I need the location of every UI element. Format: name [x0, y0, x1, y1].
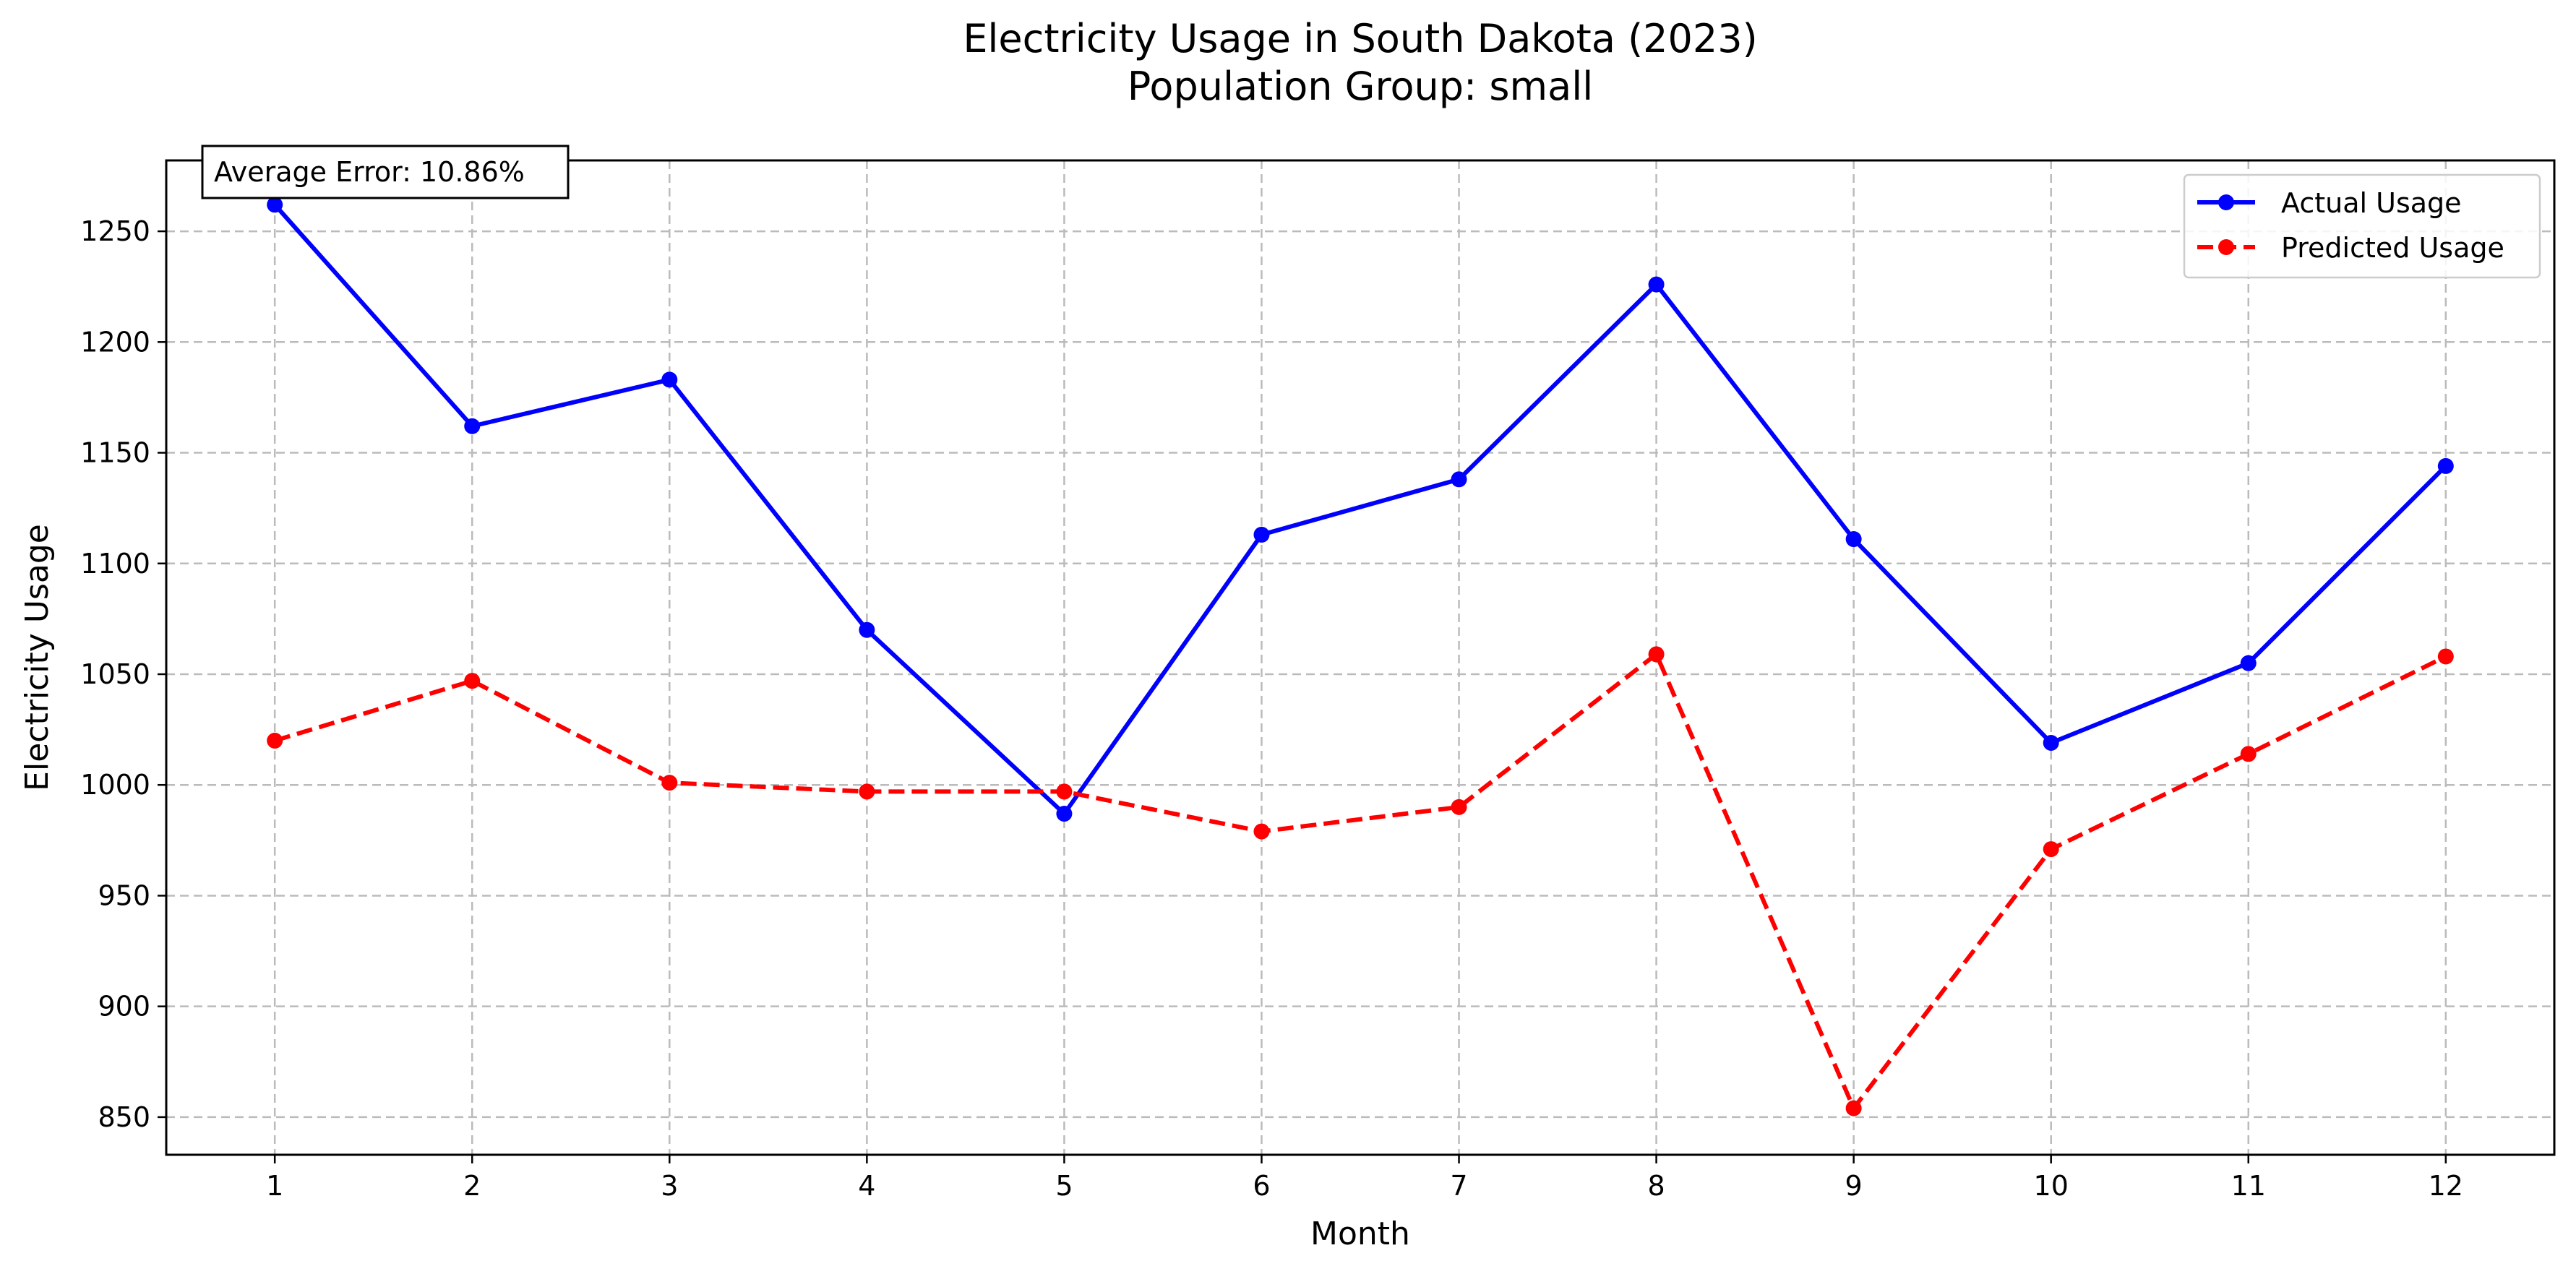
x-tick-label: 11 — [2231, 1170, 2266, 1202]
legend-marker-actual-usage — [2218, 194, 2234, 210]
x-tick-label: 2 — [463, 1170, 481, 1202]
series-layer — [267, 197, 2454, 1116]
y-tick-label: 1150 — [80, 437, 150, 469]
x-tick-label: 7 — [1450, 1170, 1467, 1202]
data-point-actual-usage — [2043, 734, 2059, 751]
legend: Actual Usage Predicted Usage — [2183, 173, 2541, 279]
data-point-predicted-usage — [2043, 841, 2059, 858]
data-point-predicted-usage — [1253, 823, 1270, 840]
annotation-box: Average Error: 10.86% — [201, 145, 570, 199]
y-tick-label: 850 — [98, 1101, 150, 1133]
data-point-actual-usage — [2240, 655, 2257, 671]
y-tick-label: 1050 — [80, 658, 150, 690]
data-point-predicted-usage — [267, 732, 283, 749]
legend-label-predicted-usage: Predicted Usage — [2281, 232, 2504, 264]
x-tick-label: 12 — [2429, 1170, 2463, 1202]
series-actual-usage — [267, 197, 2454, 822]
data-point-predicted-usage — [464, 673, 481, 689]
legend-frame — [2183, 173, 2541, 279]
data-point-predicted-usage — [661, 775, 678, 791]
x-axis-ticks: 1 2 3 4 5 6 7 8 9 10 11 12 — [266, 1155, 2463, 1202]
series-predicted-usage — [267, 646, 2454, 1116]
data-point-actual-usage — [464, 418, 481, 434]
x-tick-label: 1 — [266, 1170, 283, 1202]
average-error-annotation: Average Error: 10.86% — [214, 156, 525, 188]
x-tick-label: 5 — [1055, 1170, 1073, 1202]
data-point-predicted-usage — [2437, 648, 2454, 665]
y-tick-label: 1250 — [80, 215, 150, 247]
x-tick-label: 9 — [1845, 1170, 1863, 1202]
x-tick-label: 3 — [661, 1170, 678, 1202]
y-axis-ticks: 850 900 950 1000 1050 1100 1150 1200 1250 — [80, 215, 166, 1133]
data-point-predicted-usage — [2240, 746, 2257, 762]
x-tick-label: 4 — [858, 1170, 875, 1202]
x-tick-label: 10 — [2034, 1170, 2069, 1202]
chart-title-line-1: Electricity Usage in South Dakota (2023) — [963, 16, 1757, 61]
chart-title-line-2: Population Group: small — [1128, 64, 1593, 109]
data-point-actual-usage — [1648, 276, 1665, 293]
y-tick-label: 1000 — [80, 769, 150, 801]
data-point-predicted-usage — [1845, 1100, 1862, 1116]
data-point-actual-usage — [859, 621, 875, 638]
plot-frame — [165, 159, 2556, 1156]
y-tick-label: 1200 — [80, 326, 150, 358]
annotation-frame — [201, 145, 570, 199]
data-point-predicted-usage — [859, 783, 875, 800]
y-axis-label: Electricity Usage — [19, 524, 56, 791]
series-line-actual-usage — [272, 203, 2447, 817]
data-point-actual-usage — [661, 371, 678, 388]
data-point-actual-usage — [267, 197, 283, 213]
data-point-actual-usage — [2437, 457, 2454, 474]
legend-marker-predicted-usage — [2218, 239, 2234, 255]
y-tick-label: 950 — [98, 879, 150, 911]
x-tick-label: 8 — [1647, 1170, 1665, 1202]
y-tick-label: 1100 — [80, 548, 150, 580]
y-tick-label: 900 — [98, 991, 150, 1023]
data-point-predicted-usage — [1451, 799, 1467, 815]
data-point-predicted-usage — [1648, 646, 1665, 663]
data-point-actual-usage — [1056, 806, 1073, 822]
series-line-predicted-usage — [274, 652, 2447, 1111]
data-point-actual-usage — [1845, 531, 1862, 548]
x-axis-label: Month — [1310, 1215, 1410, 1252]
data-point-predicted-usage — [1056, 783, 1073, 800]
x-tick-label: 6 — [1253, 1170, 1270, 1202]
data-point-actual-usage — [1253, 526, 1270, 543]
legend-label-actual-usage: Actual Usage — [2281, 187, 2462, 219]
data-point-actual-usage — [1451, 471, 1467, 488]
